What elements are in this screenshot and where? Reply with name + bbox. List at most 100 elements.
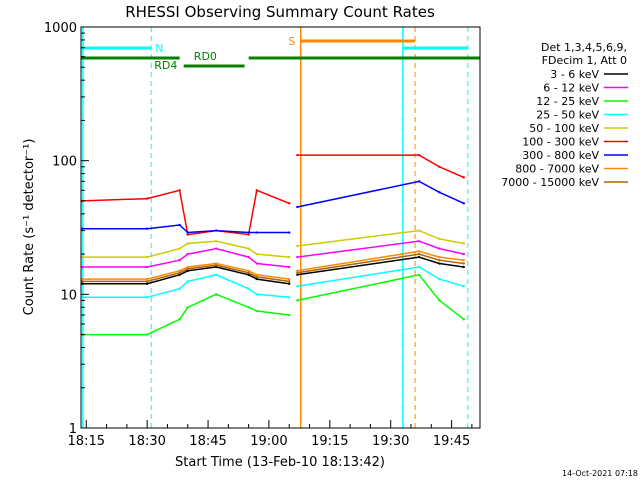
data-point bbox=[81, 280, 84, 283]
legend-entry-label: 800 - 7000 keV bbox=[515, 163, 599, 176]
series-line bbox=[297, 229, 464, 247]
series-line bbox=[297, 240, 464, 258]
y-axis-label: Count Rate (s⁻¹ detector⁻¹) bbox=[22, 139, 37, 316]
data-point bbox=[186, 265, 189, 269]
data-point bbox=[186, 269, 189, 272]
data-point bbox=[288, 255, 291, 259]
series-line bbox=[297, 256, 464, 276]
data-point bbox=[288, 277, 291, 281]
series-line bbox=[297, 266, 465, 287]
data-point bbox=[214, 264, 218, 267]
series-line bbox=[82, 274, 290, 299]
data-point bbox=[178, 223, 181, 227]
data-point bbox=[438, 262, 441, 265]
data-point bbox=[178, 247, 181, 250]
series-line bbox=[82, 240, 290, 258]
data-point bbox=[417, 265, 421, 269]
data-point bbox=[186, 267, 189, 271]
data-point bbox=[288, 202, 291, 205]
data-point bbox=[296, 271, 299, 274]
legend-entry-label: 50 - 100 keV bbox=[529, 122, 599, 135]
legend: Det 1,3,4,5,6,9, FDecim 1, Att 0 3 - 6 k… bbox=[501, 41, 628, 189]
data-point bbox=[186, 242, 189, 245]
legend-entry-label: 300 - 800 keV bbox=[522, 149, 599, 162]
rd0-label: RD0 bbox=[194, 50, 217, 63]
legend-entry-label: 6 - 12 keV bbox=[543, 82, 599, 95]
data-point bbox=[288, 265, 291, 269]
data-point bbox=[288, 313, 291, 317]
data-point bbox=[462, 318, 465, 321]
data-point bbox=[296, 244, 299, 248]
data-point bbox=[145, 197, 149, 200]
data-point bbox=[178, 271, 181, 274]
data-point bbox=[462, 202, 465, 205]
series-line bbox=[82, 293, 290, 336]
x-tick-label: 18:45 bbox=[189, 434, 226, 449]
series-line bbox=[82, 224, 290, 234]
rd4-label: RD4 bbox=[154, 59, 177, 72]
data-point bbox=[178, 273, 181, 277]
data-point bbox=[417, 252, 421, 256]
data-point bbox=[438, 299, 441, 302]
data-point bbox=[255, 262, 258, 265]
data-point bbox=[296, 255, 299, 259]
y-axis: 1 10 100 1000 bbox=[44, 21, 89, 437]
data-point bbox=[186, 280, 189, 283]
data-point bbox=[288, 282, 291, 285]
data-point bbox=[417, 250, 421, 253]
data-point bbox=[288, 296, 291, 299]
data-point bbox=[438, 165, 441, 168]
series-line bbox=[82, 264, 290, 283]
data-point bbox=[186, 252, 189, 256]
data-point bbox=[462, 242, 465, 245]
data-point bbox=[178, 287, 181, 291]
data-point bbox=[255, 293, 258, 296]
data-point bbox=[438, 247, 441, 250]
data-point bbox=[247, 255, 250, 259]
data-point bbox=[438, 259, 441, 262]
series-line bbox=[297, 253, 464, 274]
data-point bbox=[81, 277, 84, 281]
x-tick-label: 18:15 bbox=[68, 434, 105, 449]
data-point bbox=[255, 231, 258, 234]
x-tick-label: 19:15 bbox=[311, 434, 348, 449]
night-label: N bbox=[155, 42, 163, 55]
data-point bbox=[417, 229, 421, 232]
x-tick-label: 19:45 bbox=[433, 434, 470, 449]
data-point bbox=[214, 273, 218, 277]
data-point bbox=[417, 180, 421, 183]
data-point bbox=[214, 293, 218, 296]
data-point bbox=[296, 273, 299, 277]
data-point bbox=[438, 255, 441, 259]
data-point bbox=[255, 275, 258, 279]
series-line bbox=[82, 266, 290, 285]
data-point bbox=[178, 189, 181, 192]
data-point bbox=[145, 333, 149, 336]
data-point bbox=[438, 191, 441, 194]
x-tick-label: 19:00 bbox=[250, 434, 287, 449]
data-point bbox=[178, 318, 181, 321]
series-line bbox=[297, 250, 464, 272]
series-line bbox=[297, 273, 465, 320]
y-tick-label: 1000 bbox=[44, 21, 77, 36]
data-point bbox=[247, 306, 250, 309]
data-point bbox=[214, 262, 218, 265]
y-tick-label: 10 bbox=[60, 288, 77, 303]
data-point bbox=[255, 277, 258, 281]
data-point bbox=[247, 247, 250, 250]
data-point bbox=[417, 239, 421, 243]
data-point bbox=[462, 265, 465, 269]
series-line bbox=[82, 189, 290, 236]
data-point bbox=[417, 255, 421, 259]
data-point bbox=[255, 309, 258, 313]
data-point bbox=[186, 306, 189, 309]
data-point bbox=[178, 269, 181, 272]
series-line bbox=[82, 247, 290, 268]
footer-timestamp: 14-Oct-2021 07:18 bbox=[562, 469, 638, 478]
x-axis: 18:15 18:30 18:45 19:00 19:15 19:30 19:45 bbox=[68, 420, 473, 449]
data-point bbox=[462, 285, 465, 288]
data-point bbox=[462, 262, 465, 265]
data-point bbox=[247, 273, 250, 277]
data-point bbox=[81, 227, 84, 230]
